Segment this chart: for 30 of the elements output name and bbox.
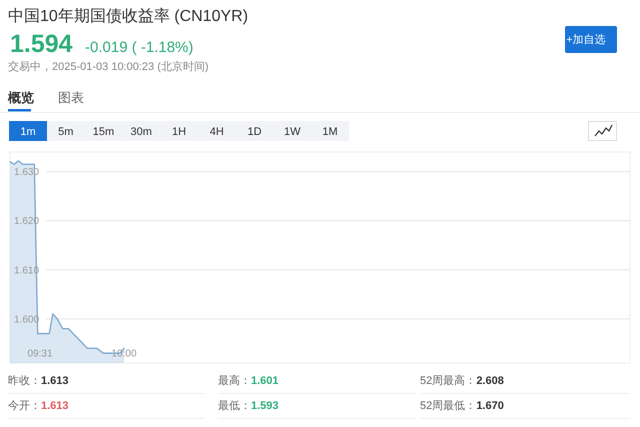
- text: 今开：: [8, 400, 41, 412]
- text: +加自选: [566, 33, 606, 46]
- text: 1.613: [41, 375, 69, 387]
- x-tick-label: 10:00: [112, 348, 137, 360]
- text: 4H: [210, 126, 224, 138]
- text: 图表: [58, 90, 84, 105]
- text: 1.601: [251, 375, 279, 387]
- text: 1M: [322, 126, 338, 138]
- text: 15m: [92, 126, 114, 138]
- text: 交易中，2025-01-03 10:00:23 (北京时间): [8, 60, 209, 73]
- text: 30m: [130, 126, 152, 138]
- text: 最低：: [218, 400, 251, 412]
- x-tick-label: 09:31: [28, 348, 53, 360]
- text: 52周最低：: [420, 400, 476, 412]
- text: 1D: [247, 126, 262, 138]
- text: 最高：: [218, 374, 251, 387]
- text: 概览: [7, 90, 34, 105]
- text: 1.613: [41, 400, 69, 412]
- text: 5m: [58, 126, 74, 138]
- text: 1.594: [10, 30, 73, 58]
- chart-title: 中国10年期国债收益率 (CN10YR): [8, 7, 248, 25]
- text: 1W: [284, 126, 302, 138]
- text: 1H: [172, 126, 186, 138]
- text: 昨收：: [8, 375, 41, 387]
- text: -0.019 ( -1.18%): [85, 39, 194, 56]
- text: 1m: [20, 126, 36, 138]
- text: 52周最高：: [420, 374, 476, 387]
- text: 1.593: [251, 400, 279, 412]
- text: 2.608: [476, 375, 504, 387]
- text: 1.670: [476, 400, 504, 412]
